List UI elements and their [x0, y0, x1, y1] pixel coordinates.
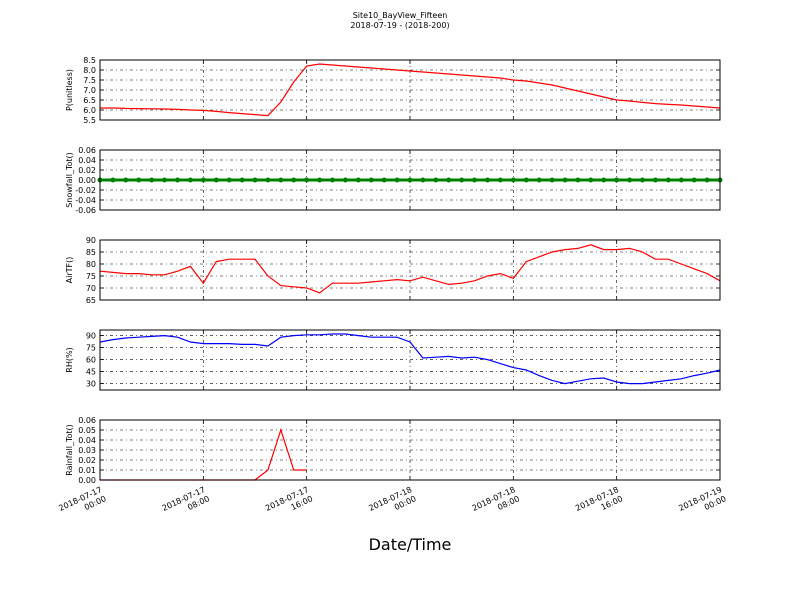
data-point [472, 177, 478, 183]
data-point [665, 177, 671, 183]
x-axis-label: Date/Time [369, 535, 452, 554]
y-tick-label: 0.05 [78, 426, 96, 435]
data-point [368, 177, 374, 183]
data-point [136, 177, 142, 183]
data-point [614, 177, 620, 183]
data-point [239, 177, 245, 183]
data-point [317, 177, 323, 183]
figure-subtitle: 2018-07-19 - (2018-200) [350, 21, 449, 30]
y-tick-label: -0.06 [75, 206, 96, 215]
y-tick-label: 60 [86, 356, 96, 365]
data-point [523, 177, 529, 183]
plot-frame [99, 149, 721, 211]
y-tick-label: 85 [86, 248, 96, 257]
data-point [304, 177, 310, 183]
y-tick-label: 70 [86, 284, 96, 293]
y-tick-label: 90 [86, 236, 96, 245]
y-tick-label: 5.5 [83, 116, 96, 125]
data-point [213, 177, 219, 183]
data-point [110, 177, 116, 183]
data-point [187, 177, 193, 183]
y-tick-label: 0.03 [78, 446, 96, 455]
data-point [226, 177, 232, 183]
data-point [381, 177, 387, 183]
y-tick-label: 65 [86, 296, 96, 305]
data-point [420, 177, 426, 183]
y-tick-label: 0.04 [78, 156, 96, 165]
data-point [149, 177, 155, 183]
data-point [588, 177, 594, 183]
data-point [601, 177, 607, 183]
data-point [704, 177, 710, 183]
data-point [394, 177, 400, 183]
y-tick-label: 0.00 [78, 176, 96, 185]
y-tick-label: 6.5 [83, 96, 96, 105]
plot-frame [99, 419, 721, 481]
data-point [342, 177, 348, 183]
data-point [640, 177, 645, 183]
y-tick-label: 90 [86, 332, 96, 341]
data-point [433, 177, 439, 183]
data-point [355, 177, 361, 183]
data-point [562, 177, 568, 183]
y-tick-label: -0.04 [75, 196, 96, 205]
data-point [691, 177, 697, 183]
data-line [99, 244, 721, 294]
data-point [510, 177, 516, 183]
data-point [652, 177, 658, 183]
y-tick-label: 45 [86, 368, 96, 377]
data-point [175, 177, 180, 183]
data-point [446, 177, 452, 183]
y-tick-label: 75 [86, 272, 96, 281]
data-point [627, 177, 633, 183]
data-point [575, 177, 581, 183]
plot-frame [99, 239, 721, 301]
y-tick-label: 0.04 [78, 436, 96, 445]
y-tick-label: 6.0 [83, 106, 96, 115]
data-point [459, 177, 465, 183]
y-tick-label: 0.00 [78, 476, 96, 485]
figure-title: Site10_BayView_Fifteen [353, 11, 448, 20]
data-point [330, 177, 335, 183]
y-axis-label: Snowfall_Tot() [65, 152, 74, 208]
data-point [278, 177, 284, 183]
y-tick-label: 0.01 [78, 466, 96, 475]
data-line [100, 63, 721, 117]
data-point [200, 177, 206, 183]
data-point [123, 177, 129, 183]
plot-frame [99, 59, 721, 121]
y-tick-label: 30 [86, 380, 96, 389]
y-tick-label: 75 [86, 344, 96, 353]
data-point [497, 177, 503, 183]
data-point [252, 177, 258, 183]
y-tick-label: 0.06 [78, 146, 96, 155]
y-tick-label: 0.02 [78, 456, 96, 465]
y-axis-label: AirTF() [65, 257, 74, 284]
y-tick-label: 7.0 [83, 86, 96, 95]
y-tick-label: -0.02 [75, 186, 96, 195]
y-tick-label: 80 [86, 260, 96, 269]
y-axis-label: Rainfall_Tot() [65, 424, 74, 476]
y-tick-label: 0.06 [78, 416, 96, 425]
data-point [162, 177, 168, 183]
data-point [536, 177, 542, 183]
y-axis-label: RH(%) [65, 347, 74, 372]
y-tick-label: 8.0 [83, 66, 96, 75]
data-point [265, 177, 271, 183]
y-axis-label: P(unitless) [65, 69, 74, 111]
y-tick-label: 8.5 [83, 56, 96, 65]
data-point [549, 177, 555, 183]
data-point [485, 177, 490, 183]
data-point [407, 177, 413, 183]
y-tick-label: 0.02 [78, 166, 96, 175]
data-point [291, 177, 297, 183]
plot-frame [99, 329, 721, 391]
data-line [99, 333, 721, 385]
data-point [678, 177, 684, 183]
y-tick-label: 7.5 [83, 76, 96, 85]
